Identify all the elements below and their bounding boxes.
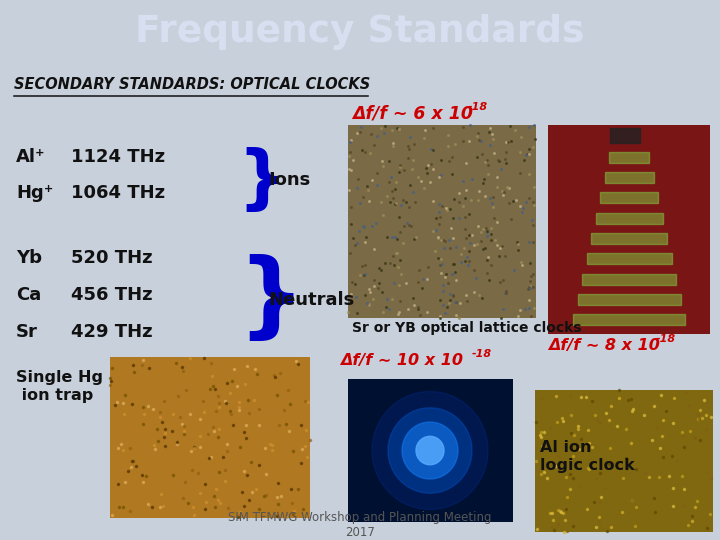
Text: 456 THz: 456 THz — [71, 286, 153, 304]
Text: }: } — [237, 146, 287, 213]
Text: Δf/f ∼ 8 x 10: Δf/f ∼ 8 x 10 — [548, 338, 660, 353]
Polygon shape — [402, 422, 458, 479]
Text: 1064 THz: 1064 THz — [71, 184, 165, 202]
Text: Δf/f ∼ 10 x 10: Δf/f ∼ 10 x 10 — [340, 353, 463, 368]
Text: SIM TFMWG Workshop and Planning Meeting
2017: SIM TFMWG Workshop and Planning Meeting … — [228, 511, 492, 539]
Text: Neutrals: Neutrals — [268, 291, 354, 309]
Text: Ca: Ca — [16, 286, 41, 304]
Text: }: } — [237, 254, 305, 346]
Text: SECONDARY STANDARDS: OPTICAL CLOCKS: SECONDARY STANDARDS: OPTICAL CLOCKS — [14, 77, 370, 92]
Text: Al⁺: Al⁺ — [16, 148, 45, 166]
Text: -18: -18 — [468, 102, 488, 112]
Text: Δf/f ∼ 6 x 10: Δf/f ∼ 6 x 10 — [352, 104, 473, 122]
Text: 520 THz: 520 THz — [71, 249, 153, 267]
Polygon shape — [416, 436, 444, 465]
Text: Sr or YB optical lattice clocks: Sr or YB optical lattice clocks — [352, 321, 582, 335]
Text: Frequency Standards: Frequency Standards — [135, 14, 585, 50]
Text: -18: -18 — [656, 334, 676, 344]
Text: -18: -18 — [472, 349, 492, 359]
Text: Al ion
logic clock: Al ion logic clock — [540, 441, 635, 473]
Bar — [110, 357, 310, 518]
Bar — [548, 125, 710, 334]
Bar — [535, 389, 713, 532]
Text: Ions: Ions — [268, 171, 310, 189]
Bar — [348, 379, 513, 522]
Bar — [348, 125, 536, 319]
Text: Hg⁺: Hg⁺ — [16, 184, 53, 202]
Text: Sr: Sr — [16, 322, 38, 341]
Polygon shape — [372, 392, 488, 510]
Text: Yb: Yb — [16, 249, 42, 267]
Text: Single Hg
 ion trap: Single Hg ion trap — [16, 370, 103, 403]
Polygon shape — [388, 408, 472, 493]
Text: 1124 THz: 1124 THz — [71, 148, 165, 166]
Text: 429 THz: 429 THz — [71, 322, 153, 341]
